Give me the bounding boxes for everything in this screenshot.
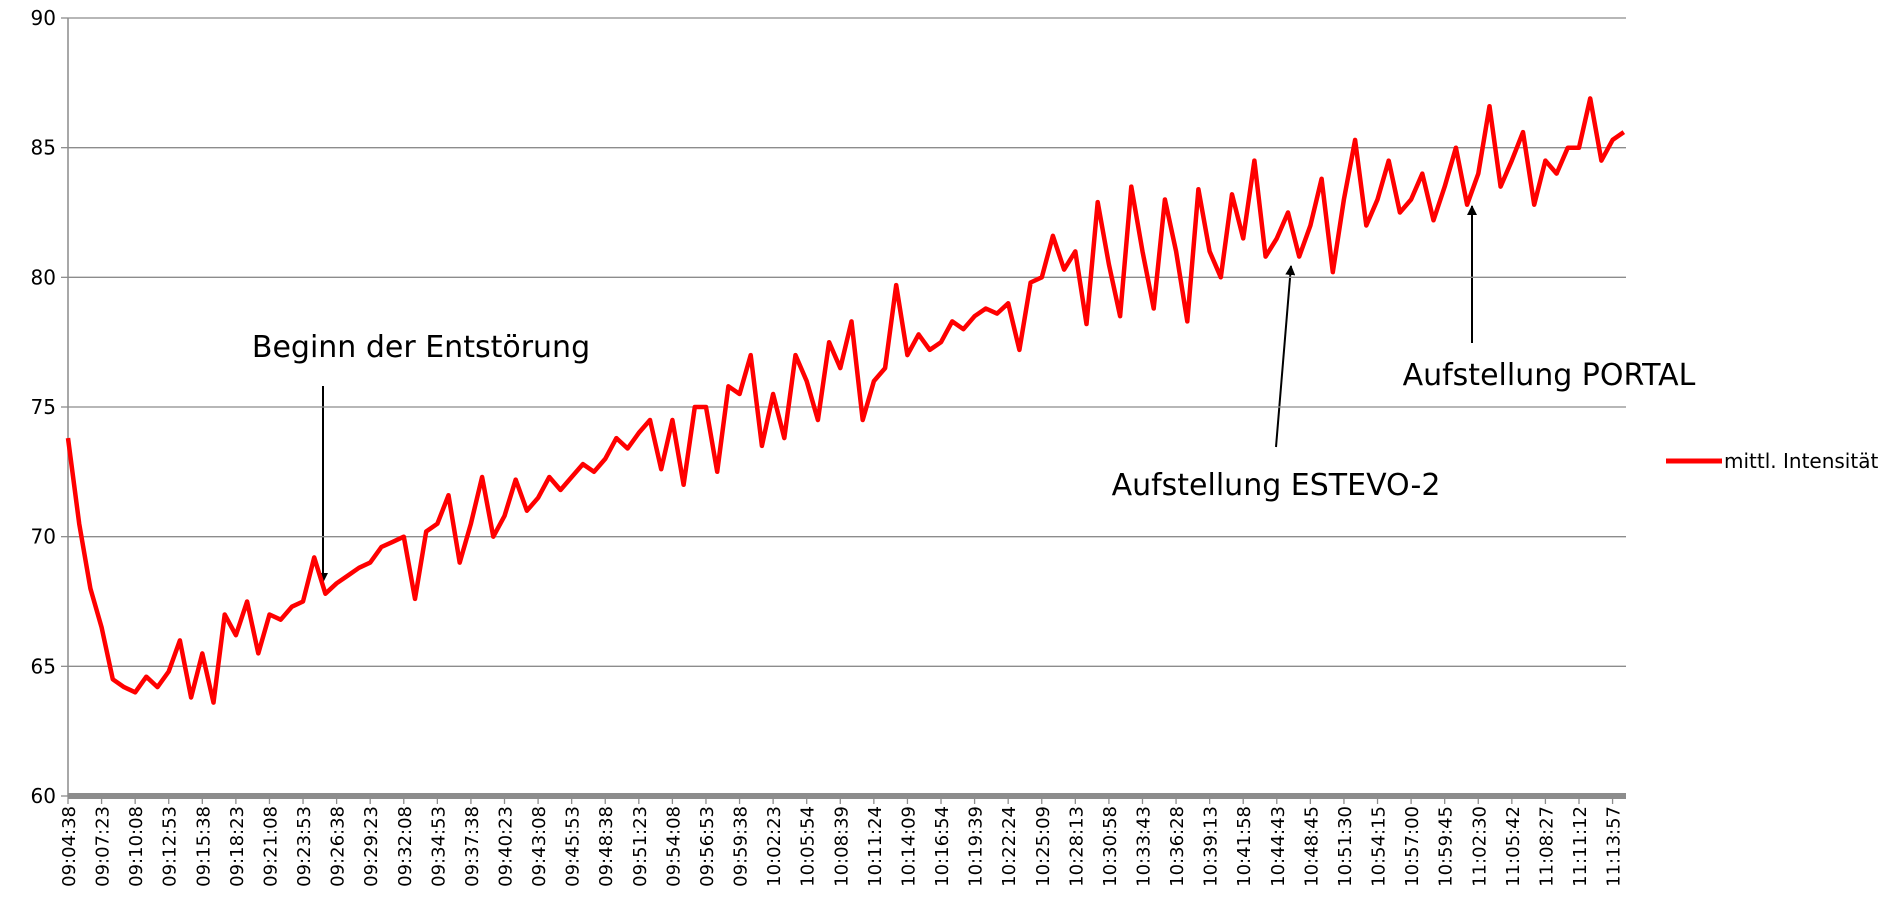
y-tick-label: 80	[31, 265, 56, 289]
x-tick-label: 09:23:53	[294, 806, 315, 887]
x-tick-label: 11:13:57	[1604, 806, 1625, 887]
x-tick-label: 09:04:38	[59, 806, 80, 887]
y-tick-label: 75	[31, 395, 56, 419]
x-tick-label: 10:48:45	[1301, 806, 1322, 887]
x-tick-label: 09:51:23	[630, 806, 651, 887]
x-tick-label: 09:32:08	[395, 806, 416, 887]
x-tick-label: 09:07:23	[93, 806, 114, 887]
x-tick-label: 10:41:58	[1234, 806, 1255, 887]
y-tick-label: 60	[31, 784, 56, 808]
annotation: Aufstellung ESTEVO-2	[1112, 468, 1441, 503]
x-tick-label: 09:43:08	[529, 806, 550, 887]
x-tick-label: 09:54:08	[663, 806, 684, 887]
x-tick-label: 11:02:30	[1469, 806, 1490, 887]
x-tick-label: 09:29:23	[361, 806, 382, 887]
x-tick-label: 10:44:43	[1268, 806, 1289, 887]
x-tick-label: 09:34:53	[428, 806, 449, 887]
x-tick-label: 10:25:09	[1033, 806, 1054, 887]
x-tick-label: 10:51:30	[1335, 806, 1356, 887]
annotation: Beginn der Entstörung	[252, 330, 590, 365]
x-tick-label: 09:10:08	[126, 806, 147, 887]
x-tick-label: 11:11:12	[1570, 806, 1591, 887]
x-tick-label: 09:40:23	[496, 806, 517, 887]
x-tick-label: 10:22:24	[999, 806, 1020, 887]
x-tick-label: 10:02:23	[764, 806, 785, 887]
y-tick-label: 70	[31, 525, 56, 549]
x-tick-label: 10:39:13	[1201, 806, 1222, 887]
x-tick-label: 09:48:38	[596, 806, 617, 887]
y-tick-label: 65	[31, 654, 56, 678]
x-tick-label: 10:11:24	[865, 806, 886, 887]
x-tick-label: 10:14:09	[898, 806, 919, 887]
x-tick-label: 09:18:23	[227, 806, 248, 887]
data-line	[65, 96, 1626, 705]
x-tick-label: 10:33:43	[1133, 806, 1154, 887]
x-tick-label: 10:08:39	[831, 806, 852, 887]
x-tick-label: 11:08:27	[1536, 806, 1557, 887]
x-tick-label: 09:37:38	[462, 806, 483, 887]
x-tick-label: 10:05:54	[798, 806, 819, 887]
x-tick-label: 09:21:08	[260, 806, 281, 887]
x-tick-label: 09:45:53	[563, 806, 584, 887]
x-tick-label: 10:59:45	[1436, 806, 1457, 887]
x-tick-label: 09:26:38	[328, 806, 349, 887]
y-tick-label: 90	[31, 6, 56, 30]
x-tick-label: 11:05:42	[1503, 806, 1524, 887]
x-tick-label: 09:15:38	[193, 806, 214, 887]
x-tick-label: 09:12:53	[160, 806, 181, 887]
annotation: Aufstellung PORTAL	[1403, 358, 1696, 393]
x-tick-label: 10:57:00	[1402, 806, 1423, 887]
y-tick-label: 85	[31, 136, 56, 160]
x-tick-label: 10:30:58	[1100, 806, 1121, 887]
x-tick-label: 10:36:28	[1167, 806, 1188, 887]
x-tick-label: 10:54:15	[1369, 806, 1390, 887]
x-tick-label: 10:16:54	[932, 806, 953, 887]
x-tick-label: 10:19:39	[966, 806, 987, 887]
annotation-arrow	[1275, 265, 1296, 448]
legend-label: mittl. Intensität	[1724, 449, 1878, 473]
x-tick-label: 09:56:53	[697, 806, 718, 887]
x-tick-label: 09:59:38	[731, 806, 752, 887]
x-tick-label: 10:28:13	[1066, 806, 1087, 887]
